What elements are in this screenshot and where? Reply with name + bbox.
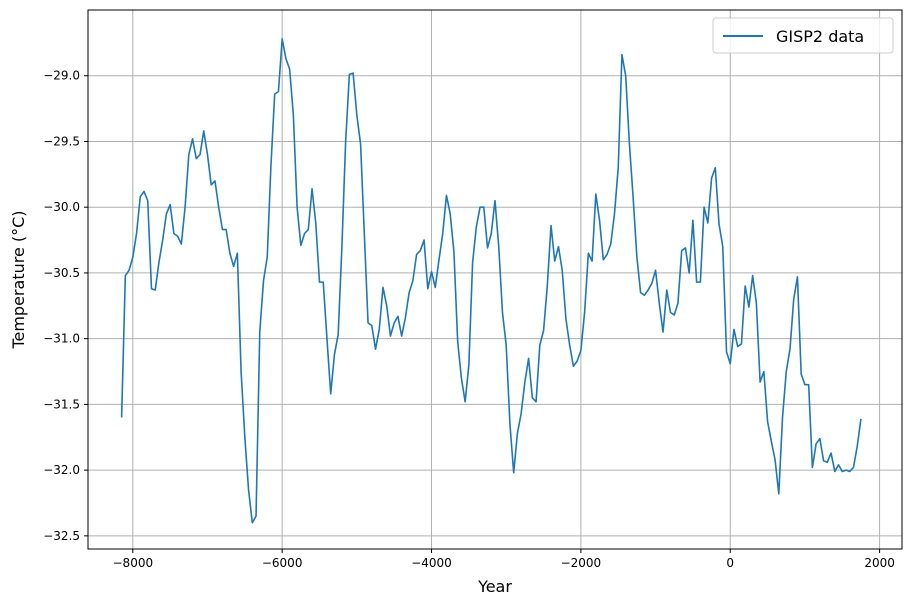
axis-ticks: −8000 −6000 −4000 −2000 0 2000 −32.5 −32.0 −31.5… (43, 69, 895, 570)
x-tick-label: −2000 (561, 556, 602, 570)
grid-lines (88, 10, 902, 549)
y-tick-label: −29.0 (43, 69, 80, 83)
x-axis-label: Year (477, 577, 512, 596)
y-tick-label: −32.0 (43, 463, 80, 477)
legend-entry-gisp2: GISP2 data (776, 27, 864, 46)
x-tick-label: −8000 (113, 556, 154, 570)
y-tick-label: −32.5 (43, 529, 80, 543)
legend: GISP2 data (712, 17, 894, 54)
plot-frame (87, 9, 903, 550)
legend-box (712, 17, 894, 54)
y-tick-label: −30.5 (43, 266, 80, 280)
x-tick-label: 2000 (864, 556, 895, 570)
y-tick-label: −29.5 (43, 134, 80, 148)
y-tick-label: −31.5 (43, 397, 80, 411)
series-layer (120, 38, 862, 524)
x-tick-label: 0 (726, 556, 734, 570)
y-tick-label: −31.0 (43, 332, 80, 346)
x-tick-label: −4000 (411, 556, 452, 570)
y-axis-label: Temperature (°C) (9, 210, 28, 349)
series-line-gisp2 (120, 38, 862, 524)
x-tick-label: −6000 (262, 556, 303, 570)
y-tick-label: −30.0 (43, 200, 80, 214)
